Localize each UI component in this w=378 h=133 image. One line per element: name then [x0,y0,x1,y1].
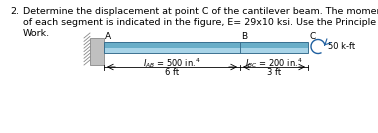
Bar [104,47,308,53]
Text: $I_{AB}$ = 500 in.$^4$: $I_{AB}$ = 500 in.$^4$ [143,56,201,70]
Text: 3 ft: 3 ft [267,68,281,77]
Text: A: A [105,32,111,41]
Text: B: B [241,32,247,41]
Text: 50 k-ft: 50 k-ft [328,42,355,51]
Bar [90,38,104,65]
Text: of each segment is indicated in the figure, E= 29x10 ksi. Use the Principle of V: of each segment is indicated in the figu… [23,18,378,27]
Text: 2.: 2. [10,7,19,16]
Text: $I_{BC}$ = 200 in.$^4$: $I_{BC}$ = 200 in.$^4$ [245,56,303,70]
Text: Determine the displacement at point C of the cantilever beam. The moment of iner: Determine the displacement at point C of… [23,7,378,16]
Bar [104,42,308,47]
Text: Work.: Work. [23,29,50,38]
Text: C: C [309,32,315,41]
Text: 6 ft: 6 ft [165,68,179,77]
Bar [104,42,308,53]
